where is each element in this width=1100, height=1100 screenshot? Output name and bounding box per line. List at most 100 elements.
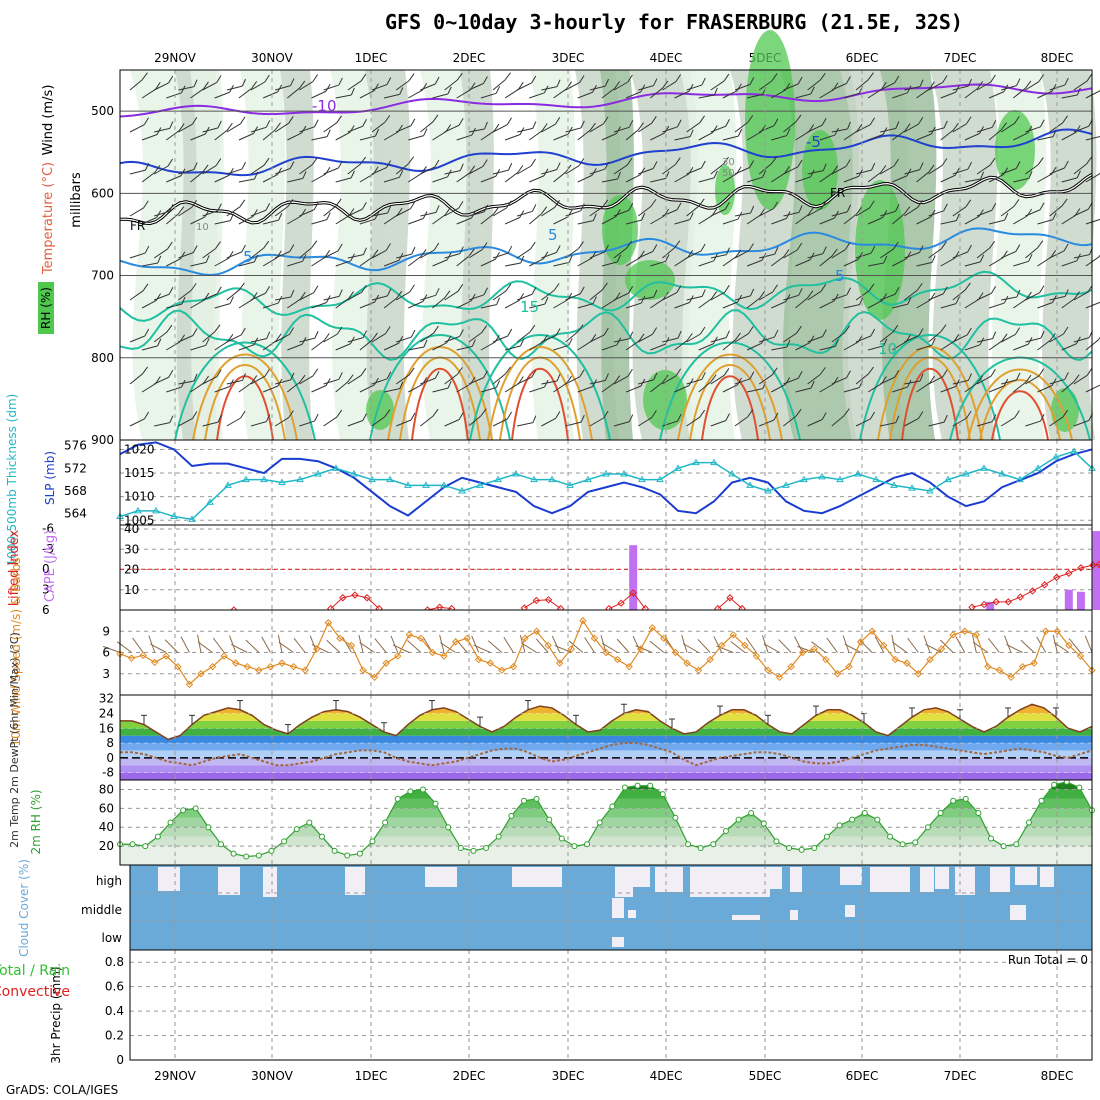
wind-barb-flag <box>299 80 306 89</box>
cape-bar <box>1076 591 1085 610</box>
wind-barb <box>868 262 884 267</box>
wind-barb <box>261 636 271 653</box>
wind-barb-flag <box>483 204 489 213</box>
wind-barb-flag <box>651 116 657 124</box>
wind-barb-flag <box>616 126 621 134</box>
wind-barb <box>722 256 737 267</box>
wind-point <box>984 662 992 671</box>
wind-point <box>1018 662 1027 671</box>
wind-barb-flag <box>577 324 584 333</box>
wind-barb <box>650 343 666 351</box>
wind-barb-flag <box>241 78 246 87</box>
rh-point <box>685 841 692 848</box>
rh-point <box>722 828 729 834</box>
wind-barb <box>589 85 606 91</box>
wind-barb <box>541 86 558 91</box>
wind-barb <box>202 293 218 301</box>
wind-barb-flag <box>590 334 597 342</box>
wind-barb <box>553 171 567 183</box>
thickness-point <box>188 515 196 522</box>
bottom-date-labels: 29NOV 30NOV 1DEC 2DEC 3DEC 4DEC 5DEC 6DEC 7DEC 8D… <box>154 1069 1073 1083</box>
rh-blob <box>366 390 394 430</box>
wind-barb <box>529 386 545 393</box>
wind-barb <box>1073 337 1090 343</box>
wind-barb <box>710 125 726 133</box>
wind-barb <box>516 82 532 91</box>
wind-barb <box>988 219 1005 225</box>
wind-barb <box>874 636 885 653</box>
wind-barb-flag <box>238 282 245 291</box>
thickness-point <box>854 470 862 477</box>
wind-barb <box>1000 417 1016 427</box>
wind-barb <box>154 293 170 301</box>
rh-point <box>546 816 553 823</box>
wind-point <box>903 659 911 667</box>
wind-barb-flag <box>580 203 585 212</box>
wind-barb <box>589 417 604 427</box>
wind-barb-flag <box>518 376 524 384</box>
wind-barb <box>420 211 437 217</box>
wind-barb-flag <box>458 412 464 420</box>
wind-barb <box>771 384 786 393</box>
wind-barb <box>274 251 291 259</box>
wind-barb-flag <box>300 291 306 300</box>
wind-barb <box>928 421 945 427</box>
wind-barb <box>541 123 556 133</box>
wind-barb <box>987 638 1000 653</box>
wind-barb <box>1061 177 1078 183</box>
wind-barb-flag <box>580 120 585 129</box>
wind-barb <box>347 254 364 259</box>
wind-point <box>683 659 691 667</box>
wind-barb-flag <box>387 205 392 214</box>
wind-barb-flag <box>653 372 658 381</box>
wind-barb <box>1013 260 1029 267</box>
cloud-gap <box>732 915 760 920</box>
wind-barb <box>141 300 157 309</box>
rh-point <box>483 845 490 851</box>
wind-barb-flag <box>699 115 705 124</box>
wind-barb-flag <box>532 204 537 212</box>
wind-barb <box>831 332 846 343</box>
wind-barb <box>335 381 349 393</box>
wind-barb-flag <box>459 246 464 254</box>
y-tick-label: high <box>96 874 122 888</box>
wind-barb <box>577 303 594 309</box>
wind-barb <box>976 126 993 133</box>
wind-barb <box>867 171 882 183</box>
rh-point <box>697 845 704 851</box>
wind-barb-flag <box>1001 333 1008 342</box>
wind-barb <box>492 79 506 91</box>
wind-barb-flag <box>493 123 500 132</box>
wind-barb-flag <box>447 86 452 95</box>
wind-barb-flag <box>904 206 911 215</box>
wind-barb <box>164 639 179 653</box>
wind-barb-flag <box>1052 212 1057 220</box>
wind-barb-flag <box>362 413 367 421</box>
wind-barb <box>371 416 386 427</box>
wind-barb <box>480 341 496 351</box>
wind-barb-flag <box>1062 115 1068 124</box>
wind-barb-flag <box>723 73 730 82</box>
wind-barb <box>601 299 616 309</box>
date-label: 8DEC <box>1041 1069 1074 1083</box>
wind-barb-flag <box>494 251 500 260</box>
wind-barb <box>1049 295 1066 301</box>
wind-barb <box>855 418 871 427</box>
wind-barb <box>311 219 328 225</box>
wind-barb <box>855 335 872 343</box>
contour-label: 30 <box>722 157 735 168</box>
rh-point <box>356 850 363 857</box>
wind-barb <box>226 417 241 427</box>
wind-barb <box>783 83 799 91</box>
wind-barb-flag <box>289 244 295 252</box>
wind-barb <box>686 84 702 91</box>
wind-barb <box>819 89 834 99</box>
wind-barb <box>516 165 532 175</box>
wind-barb <box>662 164 676 175</box>
rh-point <box>520 797 527 804</box>
wind-barb-flag <box>434 371 440 379</box>
wind-barb-flag <box>338 77 343 86</box>
wind-barb-flag <box>530 158 536 167</box>
rh-point <box>445 824 452 831</box>
wind-barb <box>516 248 531 259</box>
